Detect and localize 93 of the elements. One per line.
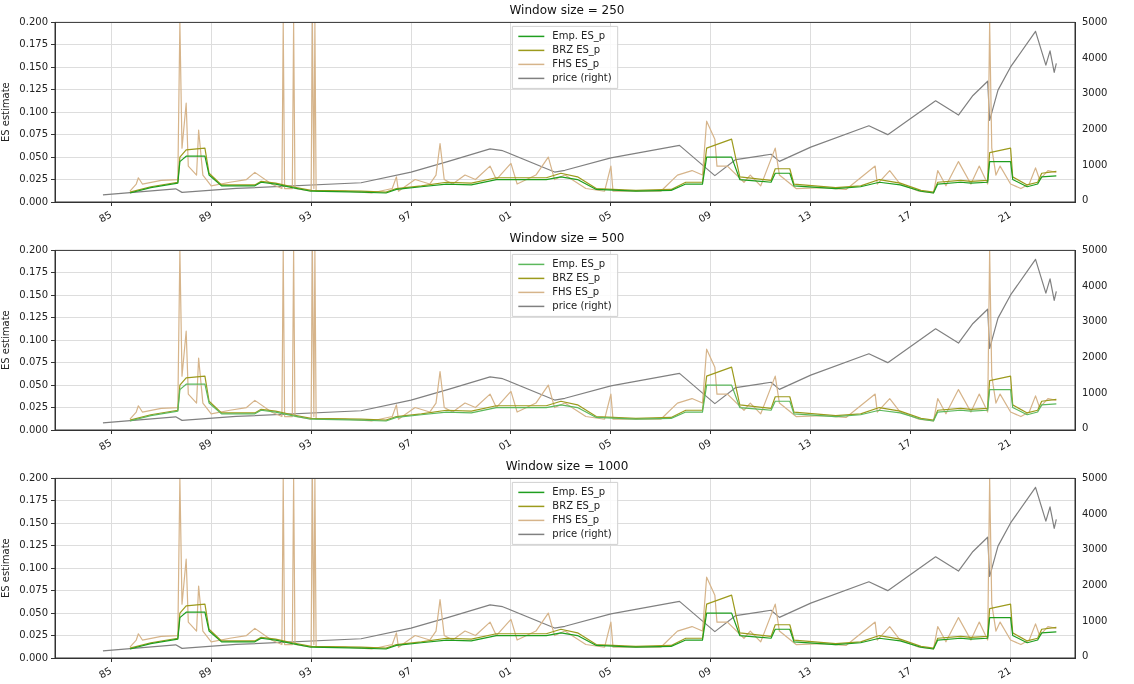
y2-tick-label: 1000 [1082,614,1108,626]
x-tick-label: 93 [296,436,314,453]
chart-title: Window size = 1000 [505,459,629,474]
legend-label: Emp. ES_p [552,257,606,270]
x-tick-label: 21 [996,208,1013,225]
x-tick-label: 09 [696,664,714,681]
y2-tick-label: 5000 [1082,243,1108,255]
x-tick-label: 97 [396,664,414,681]
x-tick-label: 89 [196,208,214,225]
x-tick-label: 17 [896,208,913,225]
x-tick-label: 21 [996,664,1013,681]
x-tick-label: 17 [896,664,913,681]
x-tick-label: 05 [596,208,614,225]
x-tick-label: 13 [796,664,814,681]
x-tick-label: 89 [196,436,214,453]
y-tick-label: 0.100 [19,561,48,573]
y-tick-label: 0.175 [19,266,48,278]
y2-tick-label: 1000 [1082,386,1108,398]
x-tick-label: 13 [796,436,814,453]
y2-tick-label: 2000 [1082,350,1108,362]
x-tick-label: 85 [97,664,114,681]
y2-tick-label: 4000 [1082,507,1108,519]
x-tick-label: 01 [496,208,514,225]
x-tick-label: 85 [97,208,114,225]
x-tick-label: 09 [696,208,714,225]
x-tick-label: 13 [796,208,814,225]
y-tick-label: 0.200 [19,15,48,27]
legend-label: FHS ES_p [552,513,600,526]
legend-label: price (right) [552,71,612,83]
y-tick-label: 0.000 [19,195,48,207]
y-tick-label: 0.175 [19,494,48,506]
chart-title: Window size = 250 [509,3,625,18]
x-tick-label: 09 [696,436,714,453]
y-tick-label: 0.175 [19,38,48,50]
y2-tick-label: 3000 [1082,87,1108,99]
legend-label: price (right) [552,527,612,539]
legend-label: price (right) [552,299,612,311]
x-tick-label: 89 [196,664,214,681]
y2-tick-label: 0 [1082,650,1089,662]
y2-tick-label: 5000 [1082,15,1108,27]
y2-tick-label: 0 [1082,194,1089,206]
y-tick-label: 0.200 [19,243,48,255]
y2-tick-label: 4000 [1082,279,1108,291]
y-axis-title: ES estimate [0,538,11,599]
y2-tick-label: 2000 [1082,122,1108,134]
legend-label: FHS ES_p [552,285,600,298]
y-tick-label: 0.150 [19,60,48,72]
y2-tick-label: 3000 [1082,543,1108,555]
x-tick-label: 93 [296,208,314,225]
y-tick-label: 0.150 [19,288,48,300]
y-tick-label: 0.150 [19,516,48,528]
legend-label: FHS ES_p [552,57,600,70]
x-tick-label: 97 [396,208,414,225]
y2-tick-label: 3000 [1082,315,1108,327]
y-tick-label: 0.000 [19,423,48,435]
legend-label: BRZ ES_p [552,43,601,56]
y-tick-label: 0.025 [19,629,48,641]
chart-title: Window size = 500 [509,231,625,246]
y-tick-label: 0.125 [19,83,48,95]
y-tick-label: 0.025 [19,173,48,185]
y-axis-title: ES estimate [0,310,11,371]
y-tick-label: 0.025 [19,401,48,413]
y-tick-label: 0.125 [19,539,48,551]
x-tick-label: 85 [97,436,114,453]
x-tick-label: 05 [596,436,614,453]
legend-label: Emp. ES_p [552,485,606,498]
y-tick-label: 0.100 [19,105,48,117]
y-tick-label: 0.075 [19,584,48,596]
y-axis-title: ES estimate [0,82,11,143]
x-tick-label: 01 [496,664,514,681]
y2-tick-label: 5000 [1082,471,1108,483]
y2-tick-label: 4000 [1082,51,1108,63]
x-tick-label: 05 [596,664,614,681]
y-tick-label: 0.125 [19,311,48,323]
x-tick-label: 21 [996,436,1013,453]
y2-tick-label: 2000 [1082,578,1108,590]
legend-label: Emp. ES_p [552,29,606,42]
y-tick-label: 0.200 [19,471,48,483]
y-tick-label: 0.075 [19,128,48,140]
y-tick-label: 0.050 [19,606,48,618]
x-tick-label: 93 [296,664,314,681]
x-tick-label: 17 [896,436,913,453]
x-tick-label: 97 [396,436,414,453]
y-tick-label: 0.050 [19,150,48,162]
x-tick-label: 01 [496,436,514,453]
legend-label: BRZ ES_p [552,499,601,512]
y-tick-label: 0.000 [19,651,48,663]
y2-tick-label: 1000 [1082,158,1108,170]
y-tick-label: 0.100 [19,333,48,345]
legend-label: BRZ ES_p [552,271,601,284]
y-tick-label: 0.075 [19,356,48,368]
y2-tick-label: 0 [1082,422,1089,434]
y-tick-label: 0.050 [19,378,48,390]
